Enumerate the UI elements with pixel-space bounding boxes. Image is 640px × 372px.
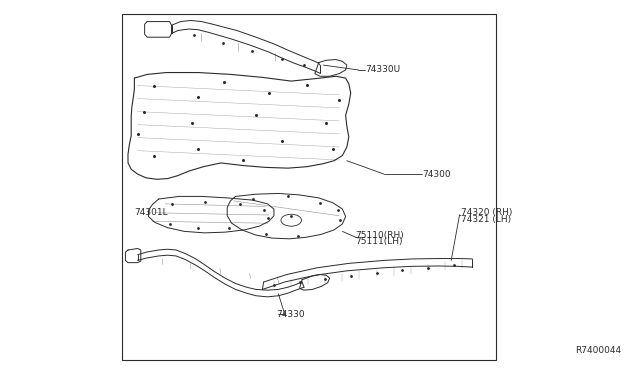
Text: R7400044: R7400044	[575, 346, 621, 355]
Text: 74320 (RH): 74320 (RH)	[461, 208, 512, 217]
Text: 75110(RH): 75110(RH)	[355, 231, 404, 240]
Text: 74330U: 74330U	[365, 65, 400, 74]
Bar	[122, 14, 496, 360]
Text: 74300: 74300	[422, 170, 451, 179]
Text: 74321 (LH): 74321 (LH)	[461, 215, 511, 224]
Text: 74330: 74330	[276, 310, 305, 319]
Text: 74301L: 74301L	[134, 208, 168, 217]
Text: 75111(LH): 75111(LH)	[355, 237, 403, 246]
